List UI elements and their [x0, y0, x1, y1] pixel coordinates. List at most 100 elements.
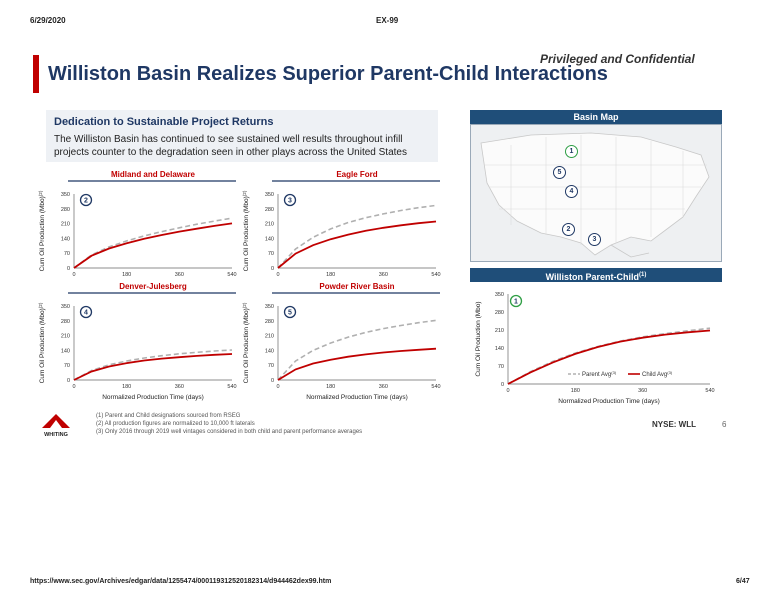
- map-basin-marker[interactable]: 5: [553, 166, 566, 179]
- dedication-text: The Williston Basin has continued to see…: [54, 134, 407, 158]
- ticker-label: NYSE: WLL: [652, 420, 696, 429]
- basin-map-title: Basin Map: [470, 110, 722, 124]
- y-tick-label: 0: [271, 266, 274, 272]
- williston-title-text: Williston Parent-Child: [545, 272, 640, 282]
- x-tick-label: 180: [122, 272, 131, 278]
- legend-entry: Parent Avg(3): [582, 370, 617, 378]
- y-tick-label: 70: [498, 364, 504, 370]
- x-tick-label: 540: [227, 272, 236, 278]
- series-line-child: [277, 220, 437, 269]
- us-landmass: [480, 132, 710, 256]
- y-tick-label: 140: [265, 236, 274, 242]
- y-tick-label: 140: [61, 236, 70, 242]
- series-line-child: [73, 353, 233, 381]
- basin-marker-label: 5: [288, 310, 292, 317]
- x-tick-label: 360: [175, 384, 184, 390]
- x-tick-label: 0: [276, 384, 279, 390]
- confidential-label: Privileged and Confidential: [540, 52, 695, 66]
- y-tick-label: 210: [265, 222, 274, 228]
- footnotes: (1) Parent and Child designations source…: [96, 412, 362, 436]
- y-tick-label: 280: [265, 319, 274, 325]
- x-tick-label: 0: [72, 384, 75, 390]
- state-lines: [485, 135, 707, 245]
- document-id: EX-99: [376, 16, 399, 25]
- chart-powder-river: Powder River Basin 0 70 140 210 280 350 0 180 360…: [242, 282, 441, 401]
- x-tick-label: 540: [431, 272, 440, 278]
- basin-marker-circle: [509, 294, 523, 308]
- chart-title: Powder River Basin: [319, 282, 394, 291]
- y-tick-label: 280: [61, 319, 70, 325]
- chart-denver-julesberg: Denver-Julesberg 0 70 140 210 280 350 0 180 360 54…: [38, 282, 237, 401]
- y-axis-label-sup: (2): [38, 190, 43, 196]
- gulf-coast: [610, 244, 650, 258]
- series-line-parent: [277, 204, 437, 269]
- chart-eagle-ford: Eagle Ford 0 70 140 210 280 350 0 180 360 540 Cum O…: [242, 170, 441, 278]
- map-basin-marker[interactable]: 2: [562, 223, 575, 236]
- williston-title-sup: (1): [639, 272, 647, 278]
- basin-marker-label: 2: [84, 198, 88, 205]
- legend-entry-sup: (3): [667, 370, 673, 375]
- y-tick-label: 70: [64, 251, 70, 257]
- x-tick-label: 540: [227, 384, 236, 390]
- y-tick-label: 70: [268, 251, 274, 257]
- basin-marker-label: 3: [288, 198, 292, 205]
- chart-midland-delaware: Midland and Delaware 0 70 140 210 280 350 0 180 3…: [38, 170, 237, 278]
- y-tick-label: 210: [61, 334, 70, 340]
- basin-marker-label: 4: [84, 310, 88, 317]
- y-tick-label: 350: [495, 292, 504, 298]
- chart-title: Midland and Delaware: [111, 170, 196, 179]
- y-tick-label: 350: [61, 192, 70, 198]
- y-tick-label: 280: [61, 207, 70, 213]
- basin-marker: 1: [509, 294, 523, 308]
- source-url[interactable]: https://www.sec.gov/Archives/edgar/data/…: [30, 578, 332, 585]
- williston-title: Williston Parent-Child(1): [470, 268, 722, 282]
- legend-entry: Child Avg(3): [642, 370, 673, 378]
- series-line-parent: [73, 217, 233, 269]
- y-tick-label: 280: [265, 207, 274, 213]
- series-line-parent: [277, 319, 437, 381]
- x-axis-label: Normalized Production Time (days): [102, 394, 204, 401]
- page-counter: 6/47: [736, 578, 750, 585]
- series-line-child: [73, 222, 233, 269]
- basin-marker: 3: [283, 193, 297, 207]
- title-accent-bar: [33, 55, 39, 93]
- basin-marker-circle: [283, 193, 297, 207]
- y-tick-label: 280: [495, 310, 504, 316]
- series-line-child: [277, 347, 437, 381]
- x-tick-label: 180: [326, 384, 335, 390]
- series-line-parent: [73, 349, 233, 381]
- whiting-logo: WHITING: [42, 414, 70, 438]
- map-basin-marker[interactable]: 1: [565, 145, 578, 158]
- footnote-3: (3) Only 2016 through 2019 well vintages…: [96, 429, 363, 435]
- y-tick-label: 140: [265, 348, 274, 354]
- logo-inner-triangle-icon: [50, 420, 62, 428]
- y-tick-label: 210: [495, 328, 504, 334]
- series-line-parent: [507, 327, 711, 385]
- basin-marker-circle: [79, 193, 93, 207]
- x-tick-label: 180: [571, 388, 580, 394]
- y-tick-label: 0: [67, 266, 70, 272]
- y-tick-label: 70: [64, 363, 70, 369]
- x-tick-label: 360: [638, 388, 647, 394]
- basin-marker-circle: [79, 305, 93, 319]
- chart-title: Eagle Ford: [336, 170, 377, 179]
- y-tick-label: 140: [495, 346, 504, 352]
- x-axis-label: Normalized Production Time (days): [306, 394, 408, 401]
- y-tick-label: 70: [268, 363, 274, 369]
- map-basin-marker[interactable]: 3: [588, 233, 601, 246]
- basin-marker-circle: [283, 305, 297, 319]
- map-basin-marker[interactable]: 4: [565, 185, 578, 198]
- y-axis-label-sup: (2): [242, 302, 247, 308]
- print-date: 6/29/2020: [30, 16, 66, 25]
- y-tick-label: 350: [265, 304, 274, 310]
- x-tick-label: 0: [276, 272, 279, 278]
- legend-entry-sup: (3): [611, 370, 617, 375]
- y-axis-label: Cum Oil Production (Mbo): [475, 301, 482, 376]
- y-tick-label: 210: [61, 222, 70, 228]
- slide-title: Williston Basin Realizes Superior Parent…: [48, 63, 608, 85]
- logo-text: WHITING: [44, 432, 68, 438]
- x-tick-label: 180: [326, 272, 335, 278]
- y-tick-label: 0: [271, 378, 274, 384]
- y-axis-label: Cum Oil Production (Mbo)(2): [242, 302, 250, 383]
